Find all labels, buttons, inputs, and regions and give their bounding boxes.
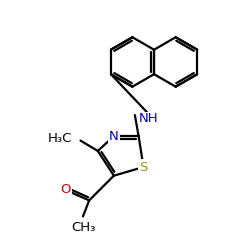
Text: O: O bbox=[60, 183, 71, 196]
Text: CH₃: CH₃ bbox=[71, 222, 95, 234]
Text: N: N bbox=[109, 130, 119, 142]
Text: NH: NH bbox=[138, 112, 158, 125]
Text: S: S bbox=[139, 160, 148, 173]
Text: H₃C: H₃C bbox=[48, 132, 72, 145]
